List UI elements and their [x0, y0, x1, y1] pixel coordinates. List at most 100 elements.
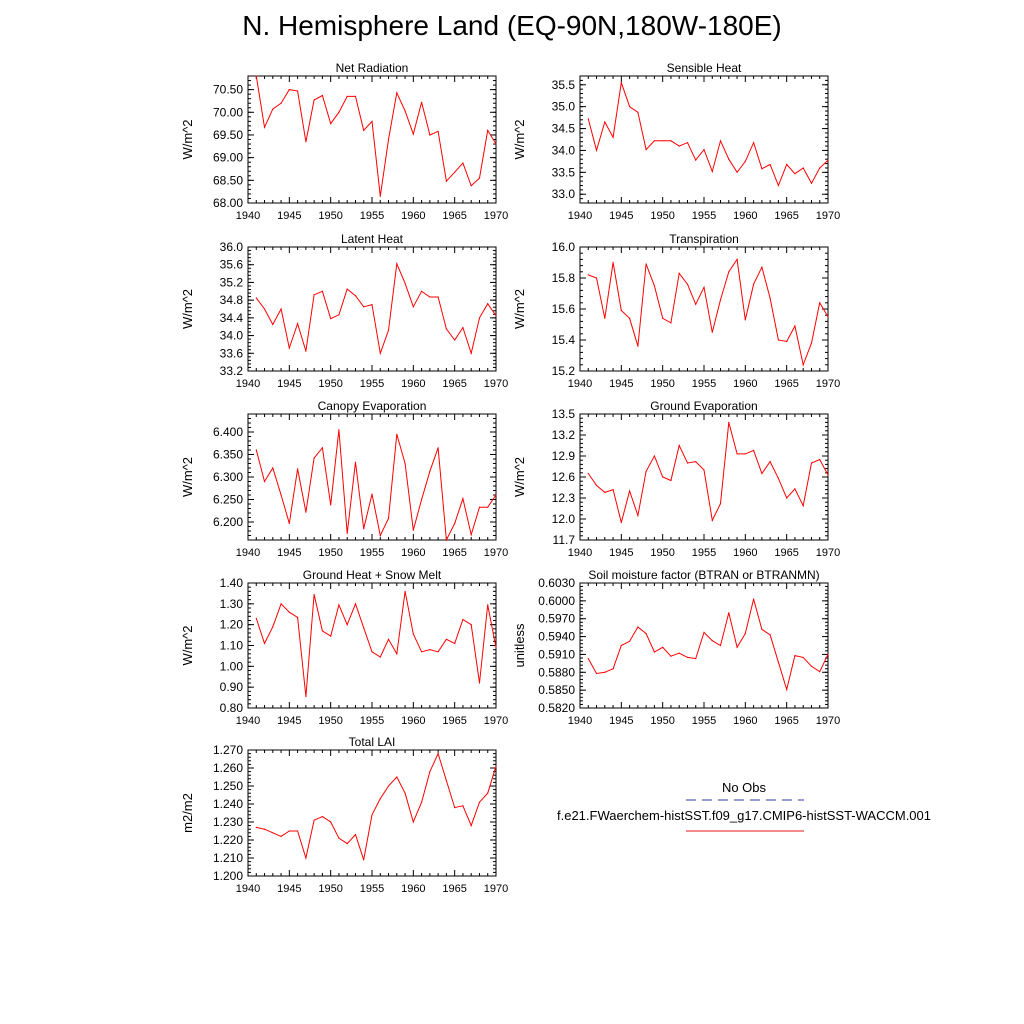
x-tick-label: 1955 — [360, 883, 384, 895]
data-point — [280, 603, 282, 605]
y-axis-label: W/m^2 — [512, 289, 527, 329]
data-point — [612, 668, 614, 670]
y-tick-label: 33.6 — [220, 346, 244, 360]
data-point — [810, 182, 813, 184]
data-point — [330, 123, 332, 125]
y-axis-label: W/m^2 — [180, 457, 195, 497]
data-point — [363, 306, 365, 308]
data-point — [587, 274, 589, 276]
chart-panel-4: Transpiration W/m^2 1940 1945 1950 1955 1960 19… — [512, 232, 840, 390]
data-point — [387, 138, 390, 141]
data-point — [495, 494, 497, 496]
data-point — [288, 830, 290, 832]
x-tick-label: 1955 — [360, 378, 384, 390]
data-point — [396, 776, 398, 778]
plot-frame — [579, 413, 829, 541]
data-point — [711, 519, 713, 522]
x-tick-label: 1965 — [442, 378, 466, 390]
data-point — [255, 826, 257, 829]
data-point — [604, 671, 606, 673]
data-point — [288, 347, 290, 349]
y-tick-label: 35.6 — [220, 258, 244, 272]
y-tick-label: 69.00 — [213, 151, 243, 165]
data-point — [495, 143, 497, 145]
y-tick-label: 1.270 — [213, 743, 243, 757]
data-point — [462, 618, 464, 621]
data-point — [396, 653, 398, 655]
data-point — [288, 611, 290, 613]
data-point — [346, 95, 348, 97]
data-point — [645, 470, 647, 472]
data-point — [678, 272, 680, 274]
data-point — [371, 120, 373, 122]
data-point — [263, 480, 266, 483]
data-point — [769, 461, 771, 463]
x-tick-label: 1970 — [484, 883, 508, 895]
data-point — [404, 462, 406, 465]
data-point — [753, 142, 755, 144]
data-point — [462, 162, 464, 164]
data-point — [604, 491, 606, 493]
data-point — [396, 263, 398, 265]
data-point — [620, 644, 622, 647]
data-point — [354, 295, 357, 297]
y-tick-label: 0.5820 — [538, 701, 575, 715]
data-point — [305, 141, 307, 143]
series-line — [255, 591, 497, 697]
plot-frame — [247, 749, 497, 877]
x-tick-label: 1950 — [650, 715, 674, 727]
data-point — [719, 299, 722, 301]
data-point — [794, 325, 796, 327]
data-point — [338, 314, 340, 316]
data-point — [719, 140, 722, 142]
data-point — [495, 315, 497, 317]
data-point — [686, 142, 689, 144]
data-point — [371, 304, 373, 306]
data-point — [429, 470, 431, 472]
data-point — [421, 290, 423, 292]
y-axis-label: m2/m2 — [180, 793, 195, 833]
data-point — [255, 75, 257, 77]
series-line — [587, 82, 829, 187]
y-tick-label: 6.250 — [213, 493, 243, 507]
data-point — [736, 453, 738, 455]
plot-frame — [247, 413, 497, 541]
y-tick-label: 16.0 — [552, 240, 576, 254]
data-point — [454, 522, 456, 525]
data-point — [313, 294, 315, 296]
y-tick-label: 15.8 — [552, 271, 576, 285]
data-point — [487, 506, 489, 508]
data-point — [354, 834, 357, 836]
chart-title: Canopy Evaporation — [318, 399, 427, 413]
data-point — [321, 447, 323, 449]
x-tick-label: 1950 — [650, 547, 674, 559]
data-point — [736, 258, 738, 260]
data-point — [670, 322, 672, 324]
data-point — [686, 656, 689, 659]
x-tick-label: 1970 — [816, 547, 840, 559]
data-point — [786, 497, 788, 499]
legend: No Obs f.e21.FWaerchem-histSST.f09_g17.C… — [557, 780, 931, 832]
y-tick-label: 36.0 — [220, 240, 244, 254]
data-point — [272, 626, 274, 628]
data-point — [462, 327, 464, 329]
data-point — [653, 140, 656, 142]
data-point — [272, 832, 274, 834]
x-tick-label: 1940 — [568, 378, 592, 390]
x-tick-label: 1955 — [692, 715, 716, 727]
data-point — [445, 780, 447, 782]
y-tick-label: 0.5880 — [538, 665, 575, 679]
y-tick-label: 68.50 — [213, 173, 243, 187]
data-point — [695, 658, 697, 660]
data-point — [587, 472, 589, 475]
data-point — [629, 490, 631, 492]
data-point — [445, 638, 447, 640]
y-tick-label: 0.90 — [220, 680, 244, 694]
y-tick-label: 0.6000 — [538, 594, 575, 608]
chart-title: Latent Heat — [341, 232, 404, 246]
data-point — [462, 805, 464, 807]
y-tick-label: 69.50 — [213, 128, 243, 142]
data-point — [297, 90, 299, 92]
y-axis-label: W/m^2 — [512, 119, 527, 159]
data-point — [604, 121, 606, 123]
